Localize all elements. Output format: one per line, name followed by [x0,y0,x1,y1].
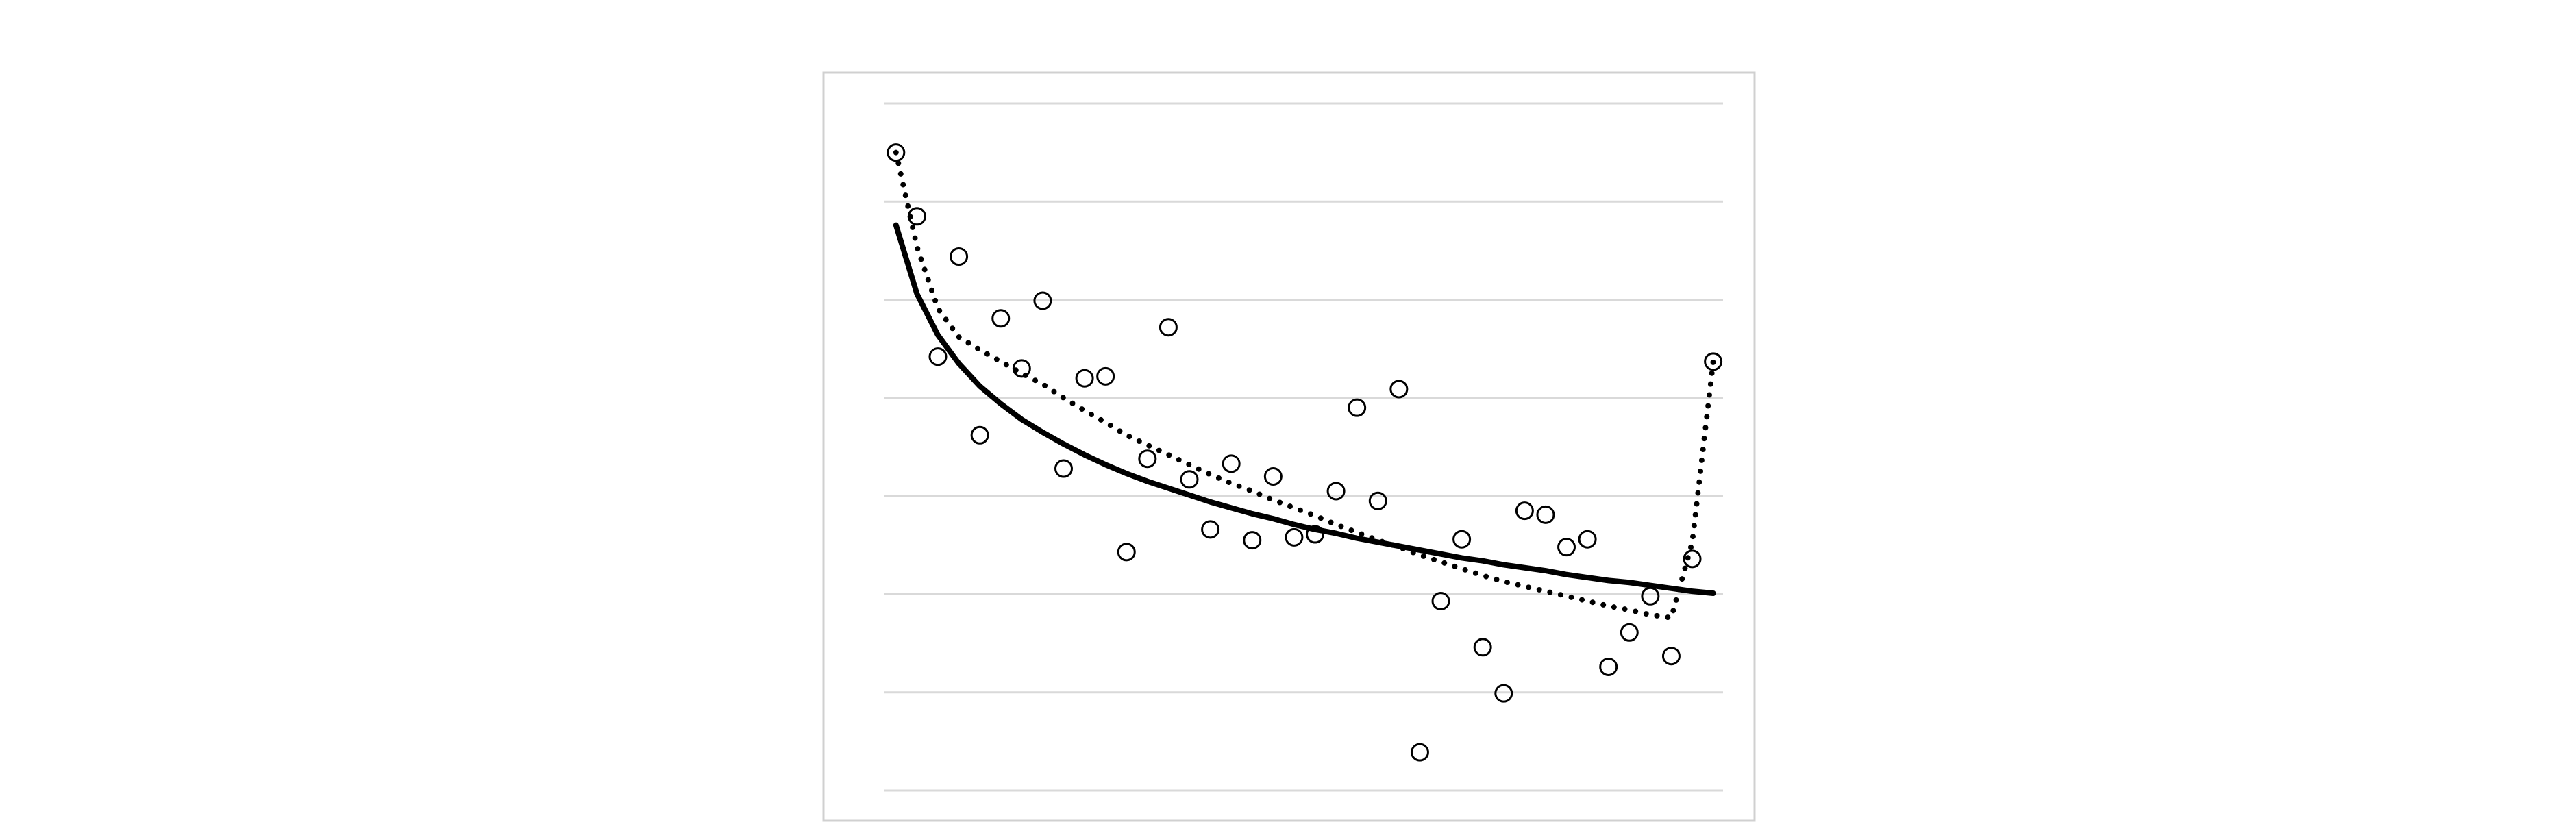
data-point [950,247,969,266]
data-point [1201,520,1220,539]
data-point [1075,369,1094,388]
data-point [1326,482,1346,501]
data-point [1263,467,1283,486]
data-point [1473,638,1492,657]
data-point [1641,586,1660,606]
data-point [1683,549,1702,569]
data-point [970,425,989,445]
data-point [991,309,1011,328]
data-point [1578,530,1597,549]
data-point [1599,657,1618,676]
data-point [1033,291,1052,310]
data-point [1494,684,1513,703]
data-point [1452,530,1472,549]
data-point [1285,527,1304,547]
data-point [1138,449,1157,469]
data-point [887,143,906,162]
data-point [1557,538,1576,557]
data-point [1096,366,1115,386]
data-point [1389,380,1409,399]
data-point [1661,647,1681,666]
data-point [907,207,926,226]
data-point [1620,623,1639,642]
data-point [1515,501,1534,521]
data-point [1704,352,1723,371]
chart-frame [822,71,1756,822]
data-point [1012,359,1031,378]
data-point [1368,491,1387,510]
data-point [1431,591,1450,610]
data-point [1222,454,1241,473]
data-point [1306,525,1325,544]
data-point [1180,470,1199,489]
data-point [1243,531,1262,550]
data-point [1348,398,1367,417]
data-point [1410,743,1429,762]
trend-line [893,222,1716,596]
data-point [1159,318,1178,337]
data-point [1117,543,1136,562]
data-point [1054,459,1073,478]
data-point [928,347,948,366]
data-point [1536,505,1555,524]
